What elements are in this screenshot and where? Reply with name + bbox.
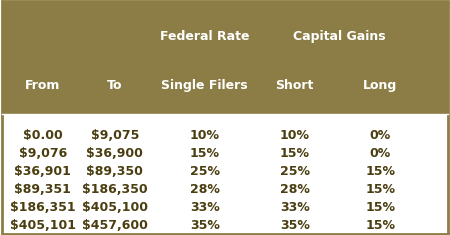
Text: $89,350: $89,350 [86,165,143,178]
Text: Capital Gains: Capital Gains [293,30,386,43]
Text: $36,901: $36,901 [14,165,71,178]
Text: 0%: 0% [369,129,391,142]
Text: To: To [107,79,122,92]
Text: 15%: 15% [365,219,395,232]
Text: $457,600: $457,600 [82,219,148,232]
Text: 25%: 25% [280,165,310,178]
Text: $9,076: $9,076 [18,147,67,160]
Text: $186,351: $186,351 [10,201,76,214]
Text: 35%: 35% [190,219,220,232]
Text: Short: Short [275,79,314,92]
Text: $186,350: $186,350 [82,183,148,196]
FancyBboxPatch shape [2,114,448,234]
Text: 10%: 10% [280,129,310,142]
Text: Single Filers: Single Filers [162,79,248,92]
Text: 10%: 10% [190,129,220,142]
Text: 15%: 15% [365,201,395,214]
FancyBboxPatch shape [2,1,448,114]
Text: $9,075: $9,075 [90,129,139,142]
Text: 15%: 15% [365,183,395,196]
Text: 25%: 25% [190,165,220,178]
Text: $36,900: $36,900 [86,147,143,160]
Text: 33%: 33% [280,201,310,214]
Text: 15%: 15% [365,165,395,178]
Text: Federal Rate: Federal Rate [160,30,249,43]
Text: $0.00: $0.00 [23,129,63,142]
Text: 28%: 28% [190,183,220,196]
Text: 28%: 28% [280,183,310,196]
Text: 0%: 0% [369,147,391,160]
Text: From: From [25,79,60,92]
Text: 15%: 15% [280,147,310,160]
Text: 33%: 33% [190,201,220,214]
Text: 35%: 35% [280,219,310,232]
Text: $89,351: $89,351 [14,183,71,196]
Text: $405,100: $405,100 [82,201,148,214]
Text: $405,101: $405,101 [10,219,76,232]
Text: 15%: 15% [190,147,220,160]
Text: Long: Long [363,79,397,92]
